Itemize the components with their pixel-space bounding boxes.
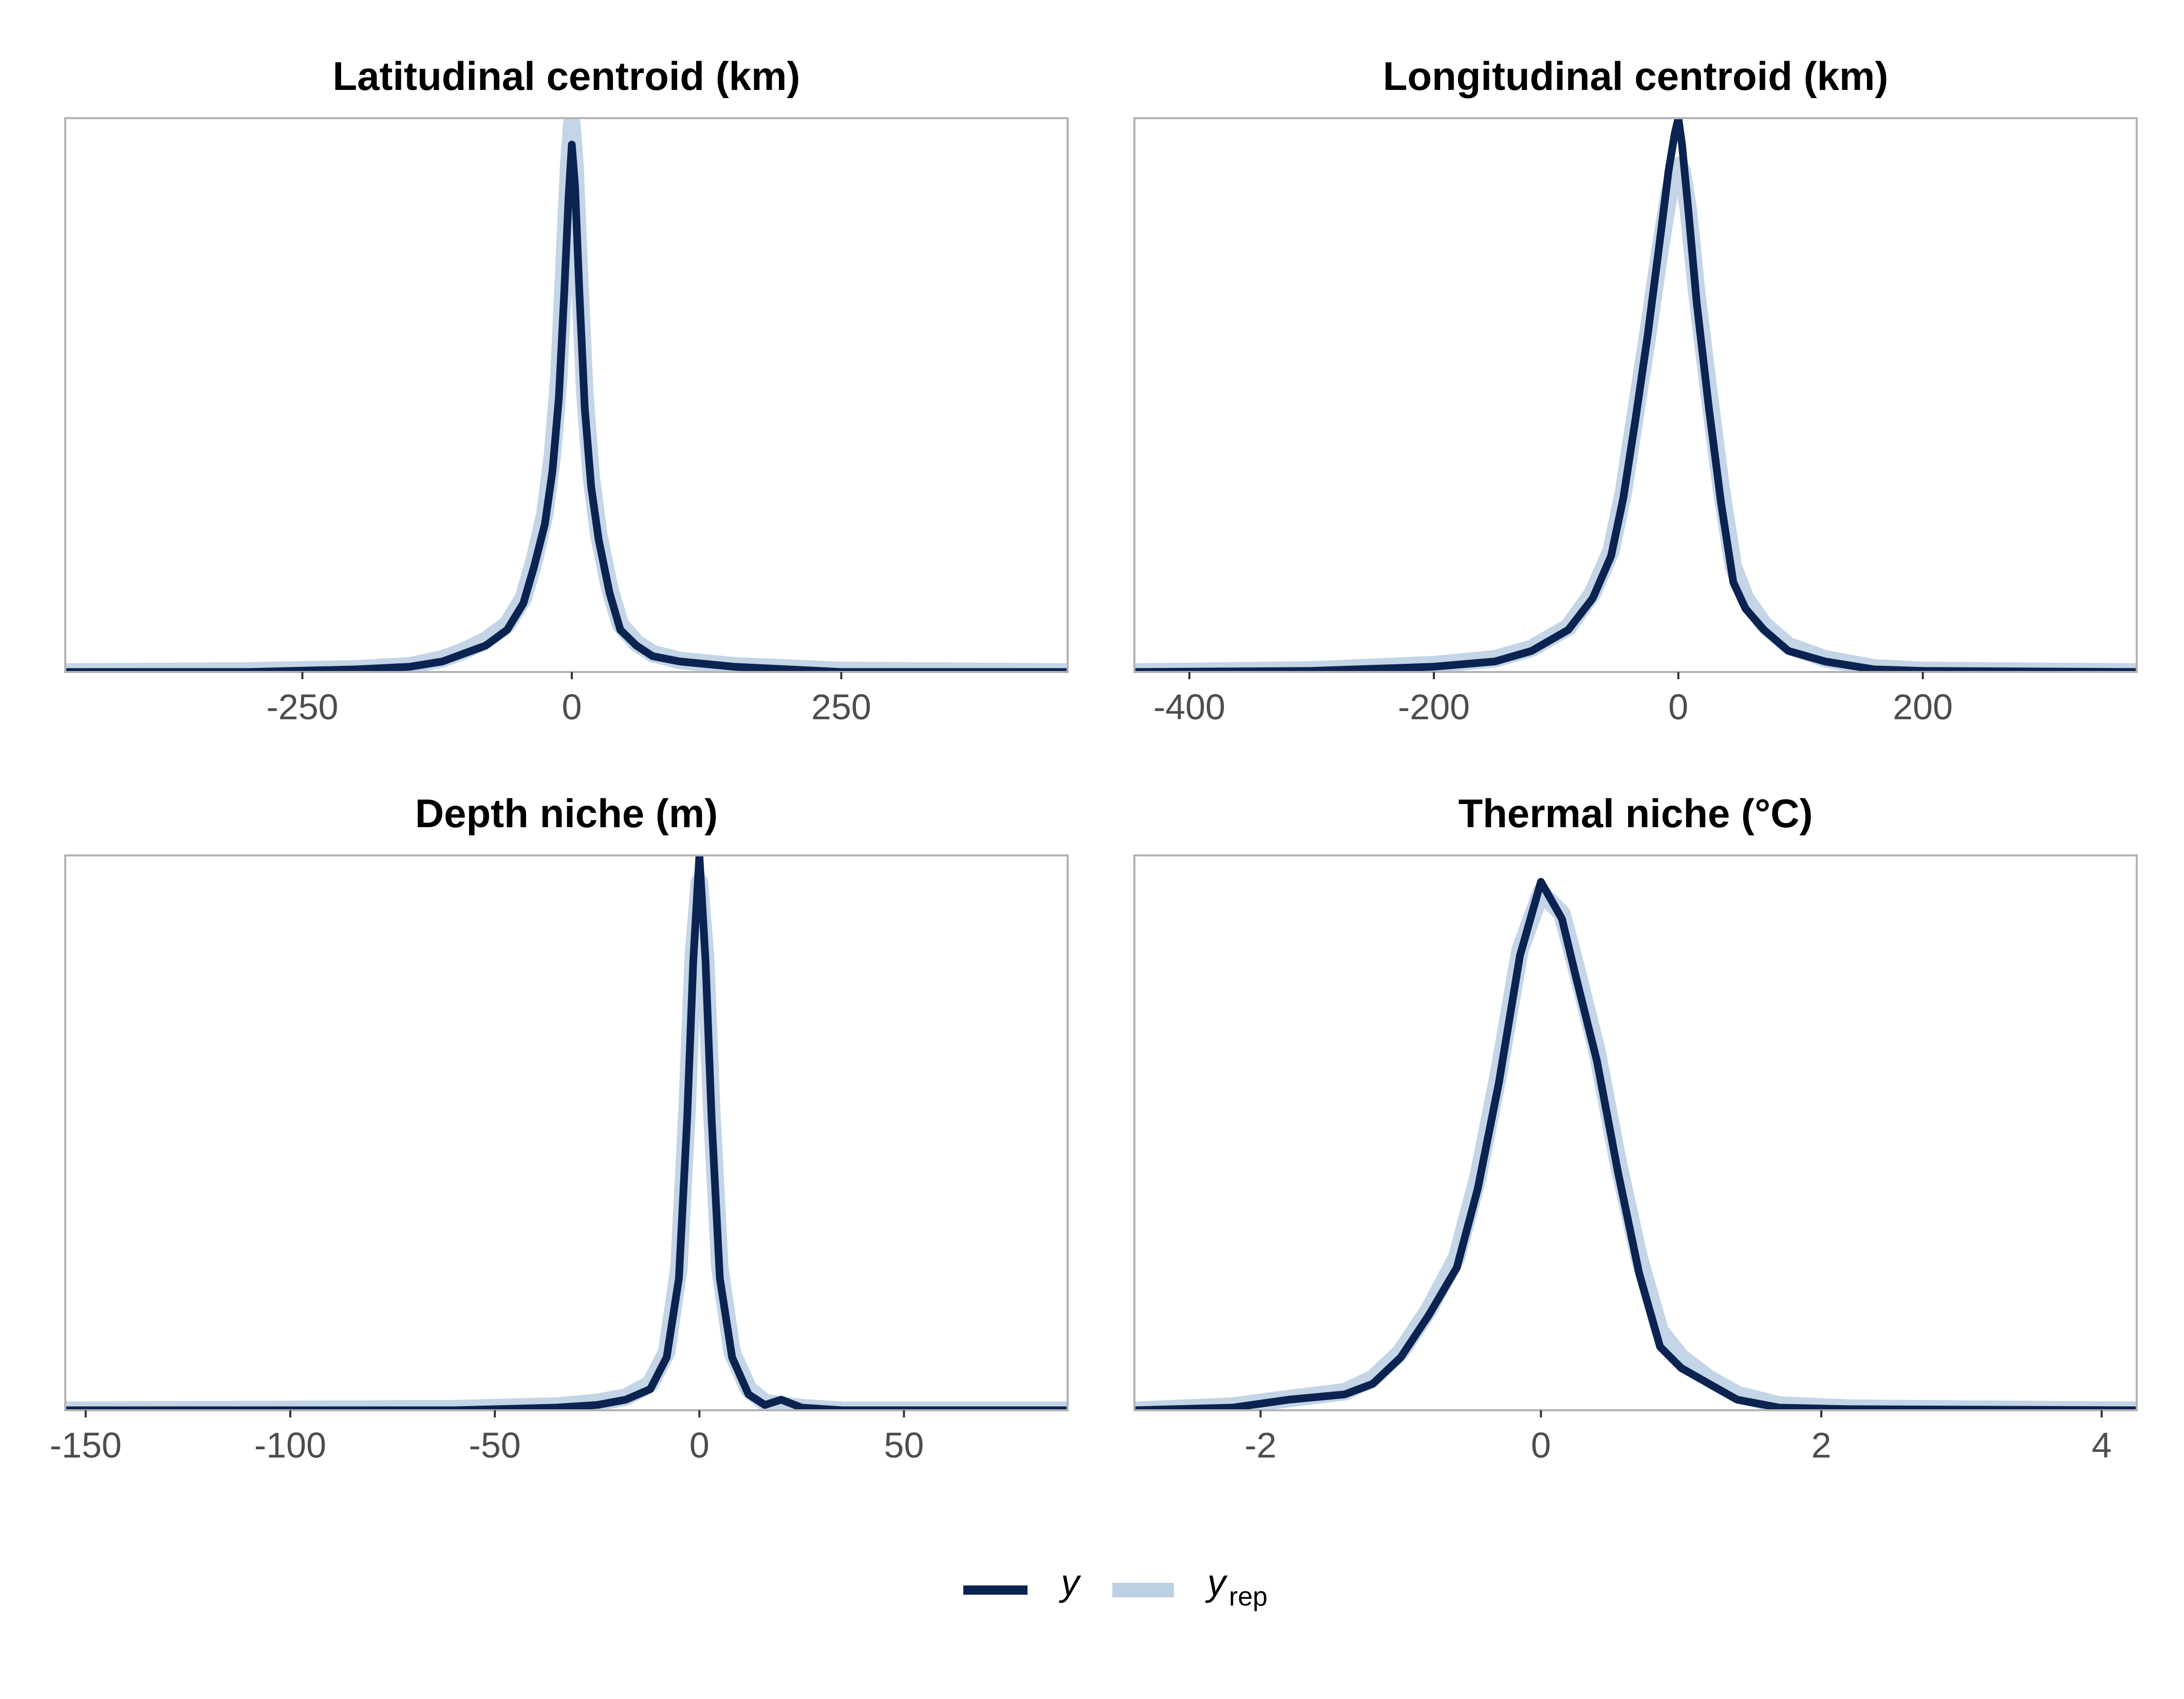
plot-area — [1134, 877, 2137, 1410]
x-tick-label: 0 — [562, 687, 582, 727]
legend-y-label: y — [1058, 1562, 1081, 1603]
panel-title: Thermal niche (°C) — [1459, 791, 1813, 836]
panel-title: Latitudinal centroid (km) — [332, 53, 800, 99]
x-tick-label: -2 — [1244, 1425, 1276, 1465]
panel-title: Longitudinal centroid (km) — [1383, 53, 1889, 99]
panel-3: Depth niche (m) -150 -100 -50 0 50 — [50, 791, 1069, 1465]
legend: y y rep — [963, 1562, 1267, 1612]
series-y-line — [1134, 118, 2137, 672]
series-yrep-line — [1134, 884, 2137, 1410]
x-tick-label: 0 — [1531, 1425, 1551, 1465]
panel-frame — [1133, 854, 2138, 1411]
panel-frame — [64, 854, 1069, 1411]
x-tick-label: -150 — [50, 1425, 122, 1465]
plot-area — [65, 855, 1068, 1410]
series-y-line — [65, 140, 1068, 672]
x-tick-label: 200 — [1893, 687, 1953, 727]
legend-yrep-main: y — [1205, 1562, 1228, 1603]
panel-frame — [64, 117, 1069, 673]
panel-1: Latitudinal centroid (km) -250 0 250 — [64, 53, 1069, 727]
x-tick-label: -250 — [266, 687, 338, 727]
legend-yrep-label: y rep — [1205, 1562, 1267, 1612]
panel-frame — [1133, 117, 2138, 673]
series-yrep-line — [65, 873, 1068, 1410]
x-tick-label: 0 — [689, 1425, 710, 1465]
panel-title: Depth niche (m) — [415, 791, 718, 836]
plot-area — [65, 118, 1068, 672]
x-tick-label: 0 — [1668, 687, 1688, 727]
x-tick-label: 250 — [811, 687, 871, 727]
x-tick-label: 2 — [1812, 1425, 1832, 1465]
x-tick-label: -400 — [1153, 687, 1225, 727]
x-tick-label: 4 — [2092, 1425, 2112, 1465]
legend-yrep-subscript: rep — [1229, 1582, 1267, 1612]
series-y-line — [1134, 877, 2137, 1410]
series-y-line — [65, 855, 1068, 1410]
x-tick-label: -100 — [254, 1425, 326, 1465]
panel-4: Thermal niche (°C) -2 0 2 4 — [1133, 791, 2138, 1465]
plot-area — [1134, 118, 2137, 672]
x-tick-label: -200 — [1398, 687, 1470, 727]
panel-2: Longitudinal centroid (km) -400 -200 0 200 — [1133, 53, 2138, 727]
x-tick-label: -50 — [469, 1425, 521, 1465]
panels-group: Latitudinal centroid (km)-250 0 250Longitu… — [50, 53, 2138, 1465]
x-tick-label: 50 — [884, 1425, 924, 1465]
